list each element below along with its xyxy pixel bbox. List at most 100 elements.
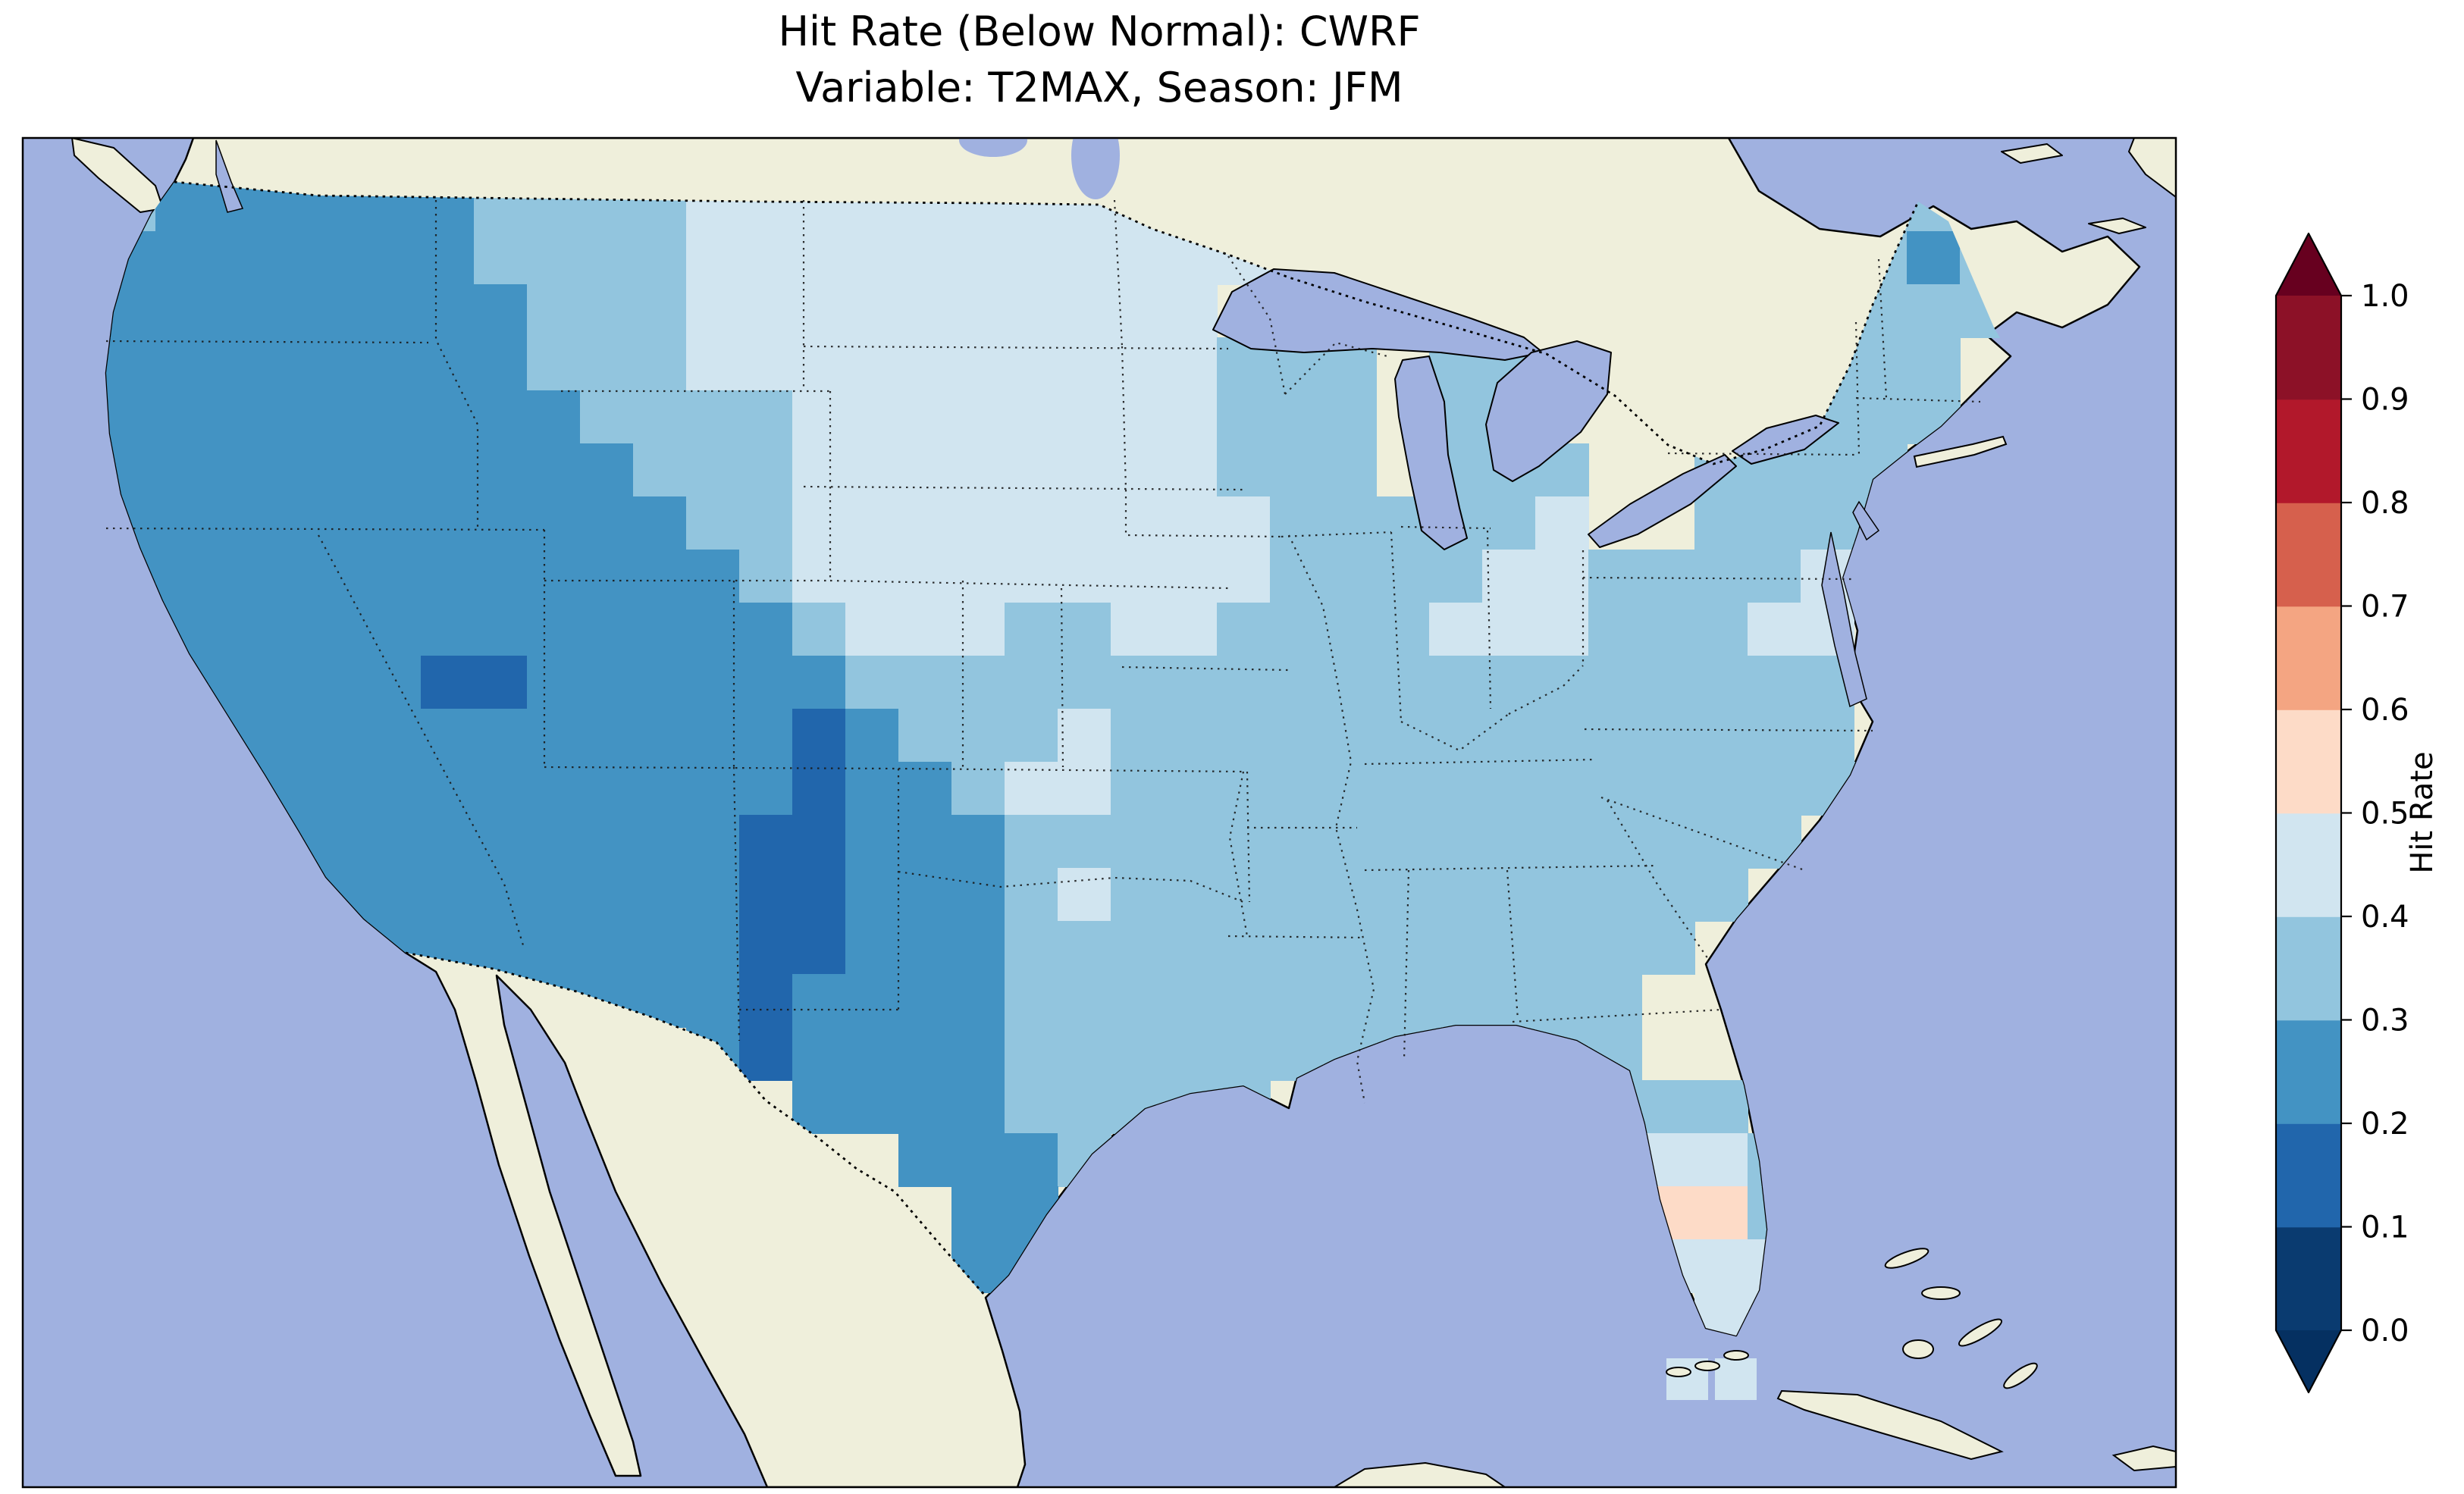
hit-rate-cell: [580, 337, 634, 391]
hit-rate-cell: [739, 1027, 793, 1081]
hit-rate-cell: [527, 390, 581, 444]
hit-rate-cell: [368, 284, 422, 338]
colorbar-under-arrow: [2276, 1330, 2341, 1392]
florida-key: [1694, 1361, 1720, 1371]
hit-rate-cell: [1482, 868, 1536, 922]
canadian-lake: [1823, 68, 1907, 102]
hit-rate-cell: [1058, 815, 1111, 869]
hit-rate-cell: [1535, 868, 1589, 922]
hit-rate-cell: [1111, 284, 1165, 338]
hit-rate-cell: [527, 284, 581, 338]
hit-rate-cell: [1111, 390, 1165, 444]
hit-rate-cell: [845, 231, 899, 285]
hit-rate-cell: [474, 443, 528, 497]
hit-rate-cell: [1535, 603, 1589, 656]
atlantic-islands-group: [1666, 435, 2176, 1472]
hit-rate-cell: [951, 1027, 1005, 1081]
hit-rate-cell: [739, 603, 793, 656]
hit-rate-cell: [1482, 974, 1536, 1028]
hit-rate-cell: [1323, 550, 1377, 603]
hit-rate-cell: [1429, 921, 1483, 975]
hit-rate-cell: [368, 709, 422, 763]
hit-rate-cell: [686, 709, 740, 763]
chart-title-line-1: Hit Rate (Below Normal): CWRF: [778, 8, 1421, 55]
hit-rate-cell: [1641, 550, 1695, 603]
hit-rate-cell: [898, 337, 952, 391]
hit-rate-cell: [1111, 443, 1165, 497]
hit-rate-cell: [1588, 550, 1642, 603]
hit-rate-cell: [580, 550, 634, 603]
hit-rate-cell: [1535, 921, 1589, 975]
hit-rate-cell: [1111, 656, 1165, 709]
hit-rate-cell: [1111, 550, 1165, 603]
hit-rate-cell: [898, 550, 952, 603]
hit-rate-cell: [1217, 656, 1271, 709]
hit-rate-cell: [527, 496, 581, 550]
hit-rate-cell: [1005, 284, 1058, 338]
hit-rate-cell: [580, 868, 634, 922]
hit-rate-cell: [1058, 762, 1111, 816]
hit-rate-cell: [368, 815, 422, 869]
hit-rate-cell: [1164, 550, 1218, 603]
hit-rate-cell: [1323, 496, 1377, 550]
hit-rate-cell: [421, 762, 475, 816]
hit-rate-cell: [1005, 656, 1058, 709]
hit-rate-cell: [1164, 656, 1218, 709]
hit-rate-cell: [1164, 762, 1218, 816]
hit-rate-cell: [633, 390, 687, 444]
hit-rate-cell: [739, 337, 793, 391]
hit-rate-cell: [155, 443, 209, 497]
colorbar-over-arrow: [2276, 233, 2341, 296]
hit-rate-cell: [1270, 496, 1324, 550]
hit-rate-cell: [845, 337, 899, 391]
hit-rate-cell: [527, 550, 581, 603]
hit-rate-cell: [633, 550, 687, 603]
colorbar-bin: [2276, 1123, 2341, 1228]
hit-rate-cell: [1641, 868, 1695, 922]
hit-rate-cell: [1270, 550, 1324, 603]
hit-rate-cell: [951, 550, 1005, 603]
hit-rate-cell: [1588, 868, 1642, 922]
hit-rate-cell: [527, 443, 581, 497]
hit-rate-cell: [155, 284, 209, 338]
hit-rate-cell: [792, 709, 846, 763]
hit-rate-cell: [1376, 815, 1430, 869]
hit-rate-cell: [1715, 1358, 1757, 1400]
hit-rate-cell: [368, 656, 422, 709]
hit-rate-cell: [474, 231, 528, 285]
hit-rate-cell: [633, 284, 687, 338]
lake-superior: [1212, 268, 1544, 361]
hit-rate-cell: [1641, 815, 1695, 869]
us-canada-border: [174, 180, 1920, 465]
state-borders: [105, 199, 1981, 1104]
hit-rate-cell: [474, 921, 528, 975]
hit-rate-cell: [1005, 496, 1058, 550]
hit-rate-cell: [1217, 550, 1271, 603]
hit-rate-cell: [208, 603, 262, 656]
hispaniola-edge: [2111, 1445, 2176, 1472]
colorbar-bin: [2276, 503, 2341, 607]
hit-rate-cell: [580, 496, 634, 550]
hit-rate-cell: [1535, 550, 1589, 603]
hit-rate-cell: [898, 603, 952, 656]
hit-rate-cell: [1270, 974, 1324, 1028]
hit-rate-cell: [1164, 284, 1218, 338]
bahamas-island: [1958, 1318, 2002, 1347]
hit-rate-cell: [1111, 1027, 1165, 1081]
hit-rate-cell: [1482, 550, 1536, 603]
hit-rate-cell: [1376, 550, 1430, 603]
vancouver-island: [71, 138, 164, 213]
hit-rate-cell: [1270, 603, 1324, 656]
hit-rate-cell: [580, 656, 634, 709]
hit-rate-cell: [686, 762, 740, 816]
hit-rate-cell: [368, 603, 422, 656]
hit-rate-cell: [1217, 390, 1271, 444]
hit-rate-cell: [1482, 656, 1536, 709]
great-lakes-group: [1212, 268, 1839, 550]
hit-rate-cell: [1429, 868, 1483, 922]
hit-rate-cell: [1694, 1239, 1748, 1293]
hit-rate-cell: [1005, 337, 1058, 391]
hit-rate-cell: [1694, 709, 1748, 763]
hit-rate-cell: [1323, 390, 1377, 444]
hit-rate-cell: [474, 550, 528, 603]
